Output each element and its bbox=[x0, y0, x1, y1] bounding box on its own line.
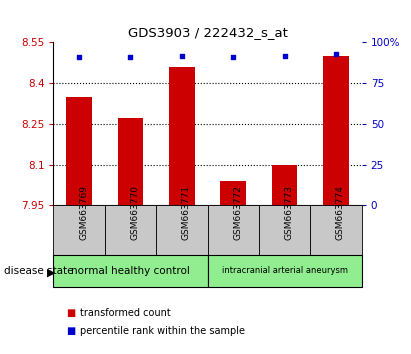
Text: intracranial arterial aneurysm: intracranial arterial aneurysm bbox=[222, 266, 348, 275]
Text: GSM663769: GSM663769 bbox=[79, 185, 88, 240]
Bar bbox=[220, 181, 246, 205]
Bar bbox=[169, 67, 195, 205]
Bar bbox=[272, 165, 298, 205]
Point bbox=[178, 53, 185, 58]
Text: disease state: disease state bbox=[4, 266, 74, 276]
Text: ■: ■ bbox=[66, 308, 75, 318]
Text: ■: ■ bbox=[66, 326, 75, 336]
Text: GSM663770: GSM663770 bbox=[130, 185, 139, 240]
Text: normal healthy control: normal healthy control bbox=[71, 266, 190, 276]
Point bbox=[281, 53, 288, 58]
Text: GSM663774: GSM663774 bbox=[336, 185, 345, 240]
Bar bbox=[66, 97, 92, 205]
Point bbox=[333, 51, 339, 57]
Point bbox=[76, 54, 82, 60]
Point bbox=[127, 54, 134, 60]
Text: ▶: ▶ bbox=[47, 268, 56, 278]
Text: percentile rank within the sample: percentile rank within the sample bbox=[80, 326, 245, 336]
Point bbox=[230, 54, 237, 60]
Text: GSM663771: GSM663771 bbox=[182, 185, 191, 240]
Text: GSM663773: GSM663773 bbox=[284, 185, 293, 240]
Bar bbox=[118, 119, 143, 205]
Text: transformed count: transformed count bbox=[80, 308, 171, 318]
Text: GSM663772: GSM663772 bbox=[233, 185, 242, 240]
Bar bbox=[323, 56, 349, 205]
Title: GDS3903 / 222432_s_at: GDS3903 / 222432_s_at bbox=[128, 25, 287, 39]
